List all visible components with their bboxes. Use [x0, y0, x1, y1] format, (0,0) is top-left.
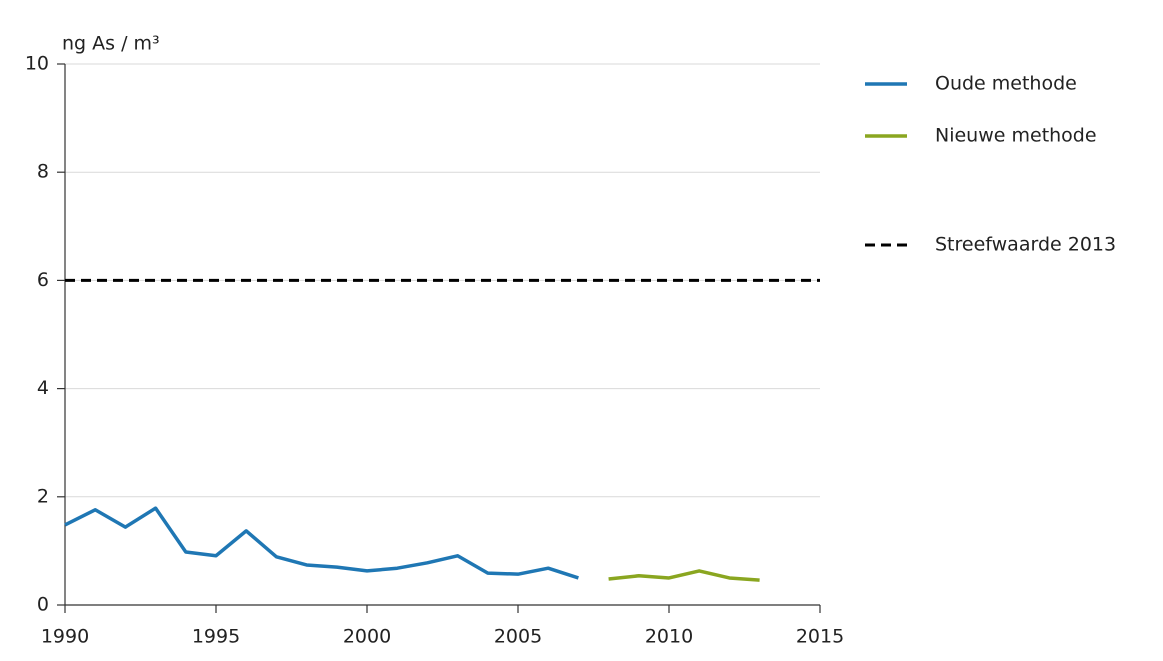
- legend-label: Nieuwe methode: [935, 125, 1097, 147]
- legend-label: Oude methode: [935, 73, 1077, 95]
- x-tick-label: 1990: [41, 626, 89, 648]
- series-line: [608, 569, 760, 582]
- y-tick-label: 6: [37, 269, 49, 291]
- x-tick-label: 2010: [645, 626, 693, 648]
- y-tick-label: 0: [37, 594, 49, 616]
- legend-label: Streefwaarde 2013: [935, 234, 1116, 256]
- y-tick-label: 8: [37, 161, 49, 183]
- y-tick-label: 10: [25, 53, 49, 75]
- y-tick-label: 4: [37, 377, 49, 399]
- x-tick-label: 2015: [796, 626, 844, 648]
- x-tick-label: 2005: [494, 626, 542, 648]
- y-tick-label: 2: [37, 485, 49, 507]
- series-line: [64, 506, 579, 580]
- x-tick-label: 1995: [192, 626, 240, 648]
- y-axis-label: ng As / m³: [62, 33, 160, 55]
- x-tick-label: 2000: [343, 626, 391, 648]
